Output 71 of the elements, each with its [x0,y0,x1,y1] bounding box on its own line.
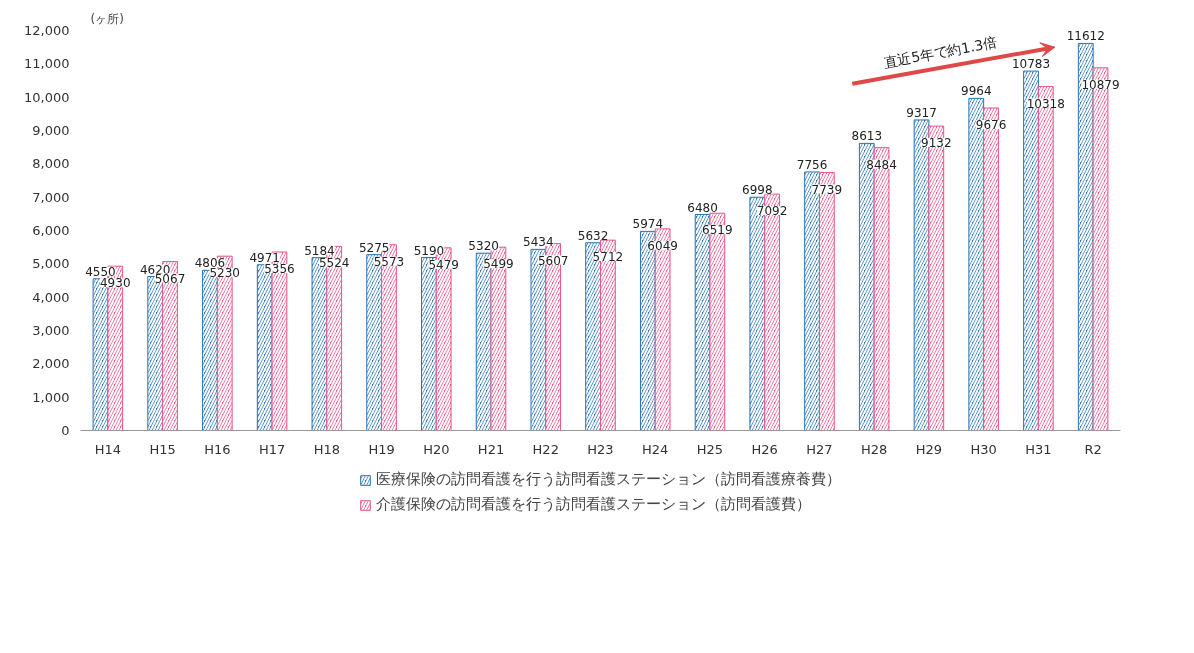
x-tick-label: R2 [1084,441,1102,457]
x-tick-label: H17 [258,441,286,457]
y-tick-label: 4,000 [32,289,70,305]
data-label: 9317 [906,105,937,120]
x-tick-label: H24 [642,441,669,457]
data-label: 5275 [358,240,390,255]
data-label: 10783 [1011,57,1051,72]
data-label: 5974 [632,217,664,232]
y-tick-label: 8,000 [32,156,70,172]
annotation: 直近5年で約1.3倍 [882,34,999,71]
data-label: 5230 [209,266,241,281]
data-label: 6519 [702,223,733,238]
x-tick-label: H21 [477,441,505,457]
legend-label: 介護保険の訪問看護を行う訪問看護ステーション（訪問看護費） [376,495,811,514]
y-tick-label: 0 [61,423,70,438]
data-label: 8484 [866,157,897,172]
data-label: 4550 [85,264,116,279]
x-tick-label: H16 [204,441,231,457]
data-label: 5479 [428,257,459,272]
data-label: 5499 [483,257,514,272]
data-label: 9132 [921,136,952,151]
x-tick-label: H26 [751,441,778,457]
y-tick-label: 2,000 [32,356,70,372]
y-tick-label: 3,000 [32,323,70,338]
legend-label: 医療保険の訪問看護を行う訪問看護ステーション（訪問看護療養費） [376,470,841,489]
y-tick-label: 10,000 [24,89,70,105]
y-tick-label: 9,000 [32,123,70,138]
data-label: 10879 [1081,77,1120,92]
data-label: 5184 [304,243,335,258]
y-axis-title: (ヶ所) [90,11,124,26]
x-tick-label: H19 [368,441,395,457]
data-label: 5524 [318,256,350,271]
x-tick-label: H15 [149,441,176,457]
data-label: 6049 [647,238,678,253]
y-tick-label: 12,000 [24,23,70,38]
data-label: 10318 [1026,96,1065,111]
x-tick-label: H31 [1025,441,1052,457]
x-tick-label: H29 [915,441,943,457]
data-label: 4930 [99,276,131,291]
data-label: 7739 [811,182,843,197]
data-label: 8613 [851,129,883,144]
data-label: 5190 [413,243,445,258]
data-label: 6998 [742,183,773,198]
x-tick-label: H30 [970,441,997,457]
data-label: 9676 [975,117,1007,132]
x-tick-label: H25 [696,441,724,457]
y-tick-label: 6,000 [32,223,70,238]
data-label: 5607 [537,253,569,268]
data-label: 5356 [264,261,295,276]
data-label: 11612 [1066,29,1105,44]
x-tick-label: H28 [861,441,888,457]
data-label: 7756 [796,157,828,172]
y-tick-label: 5,000 [32,256,70,272]
data-label: 5712 [592,250,624,265]
x-tick-label: H23 [587,441,614,457]
x-tick-label: H18 [313,441,340,457]
y-tick-label: 11,000 [24,56,70,72]
data-label: 5434 [523,235,554,250]
x-tick-label: H20 [423,441,450,457]
x-tick-label: H27 [806,441,833,457]
y-tick-label: 7,000 [32,189,70,205]
y-tick-label: 1,000 [32,389,70,405]
data-label: 5632 [577,228,609,243]
data-label: 5320 [468,239,499,254]
data-label: 4971 [249,250,280,265]
data-label: 5573 [373,254,405,269]
data-label: 7092 [756,204,788,219]
x-tick-label: H14 [94,441,122,457]
x-tick-label: H22 [532,441,559,457]
data-label: 9964 [961,84,992,99]
data-label: 6480 [687,200,718,215]
